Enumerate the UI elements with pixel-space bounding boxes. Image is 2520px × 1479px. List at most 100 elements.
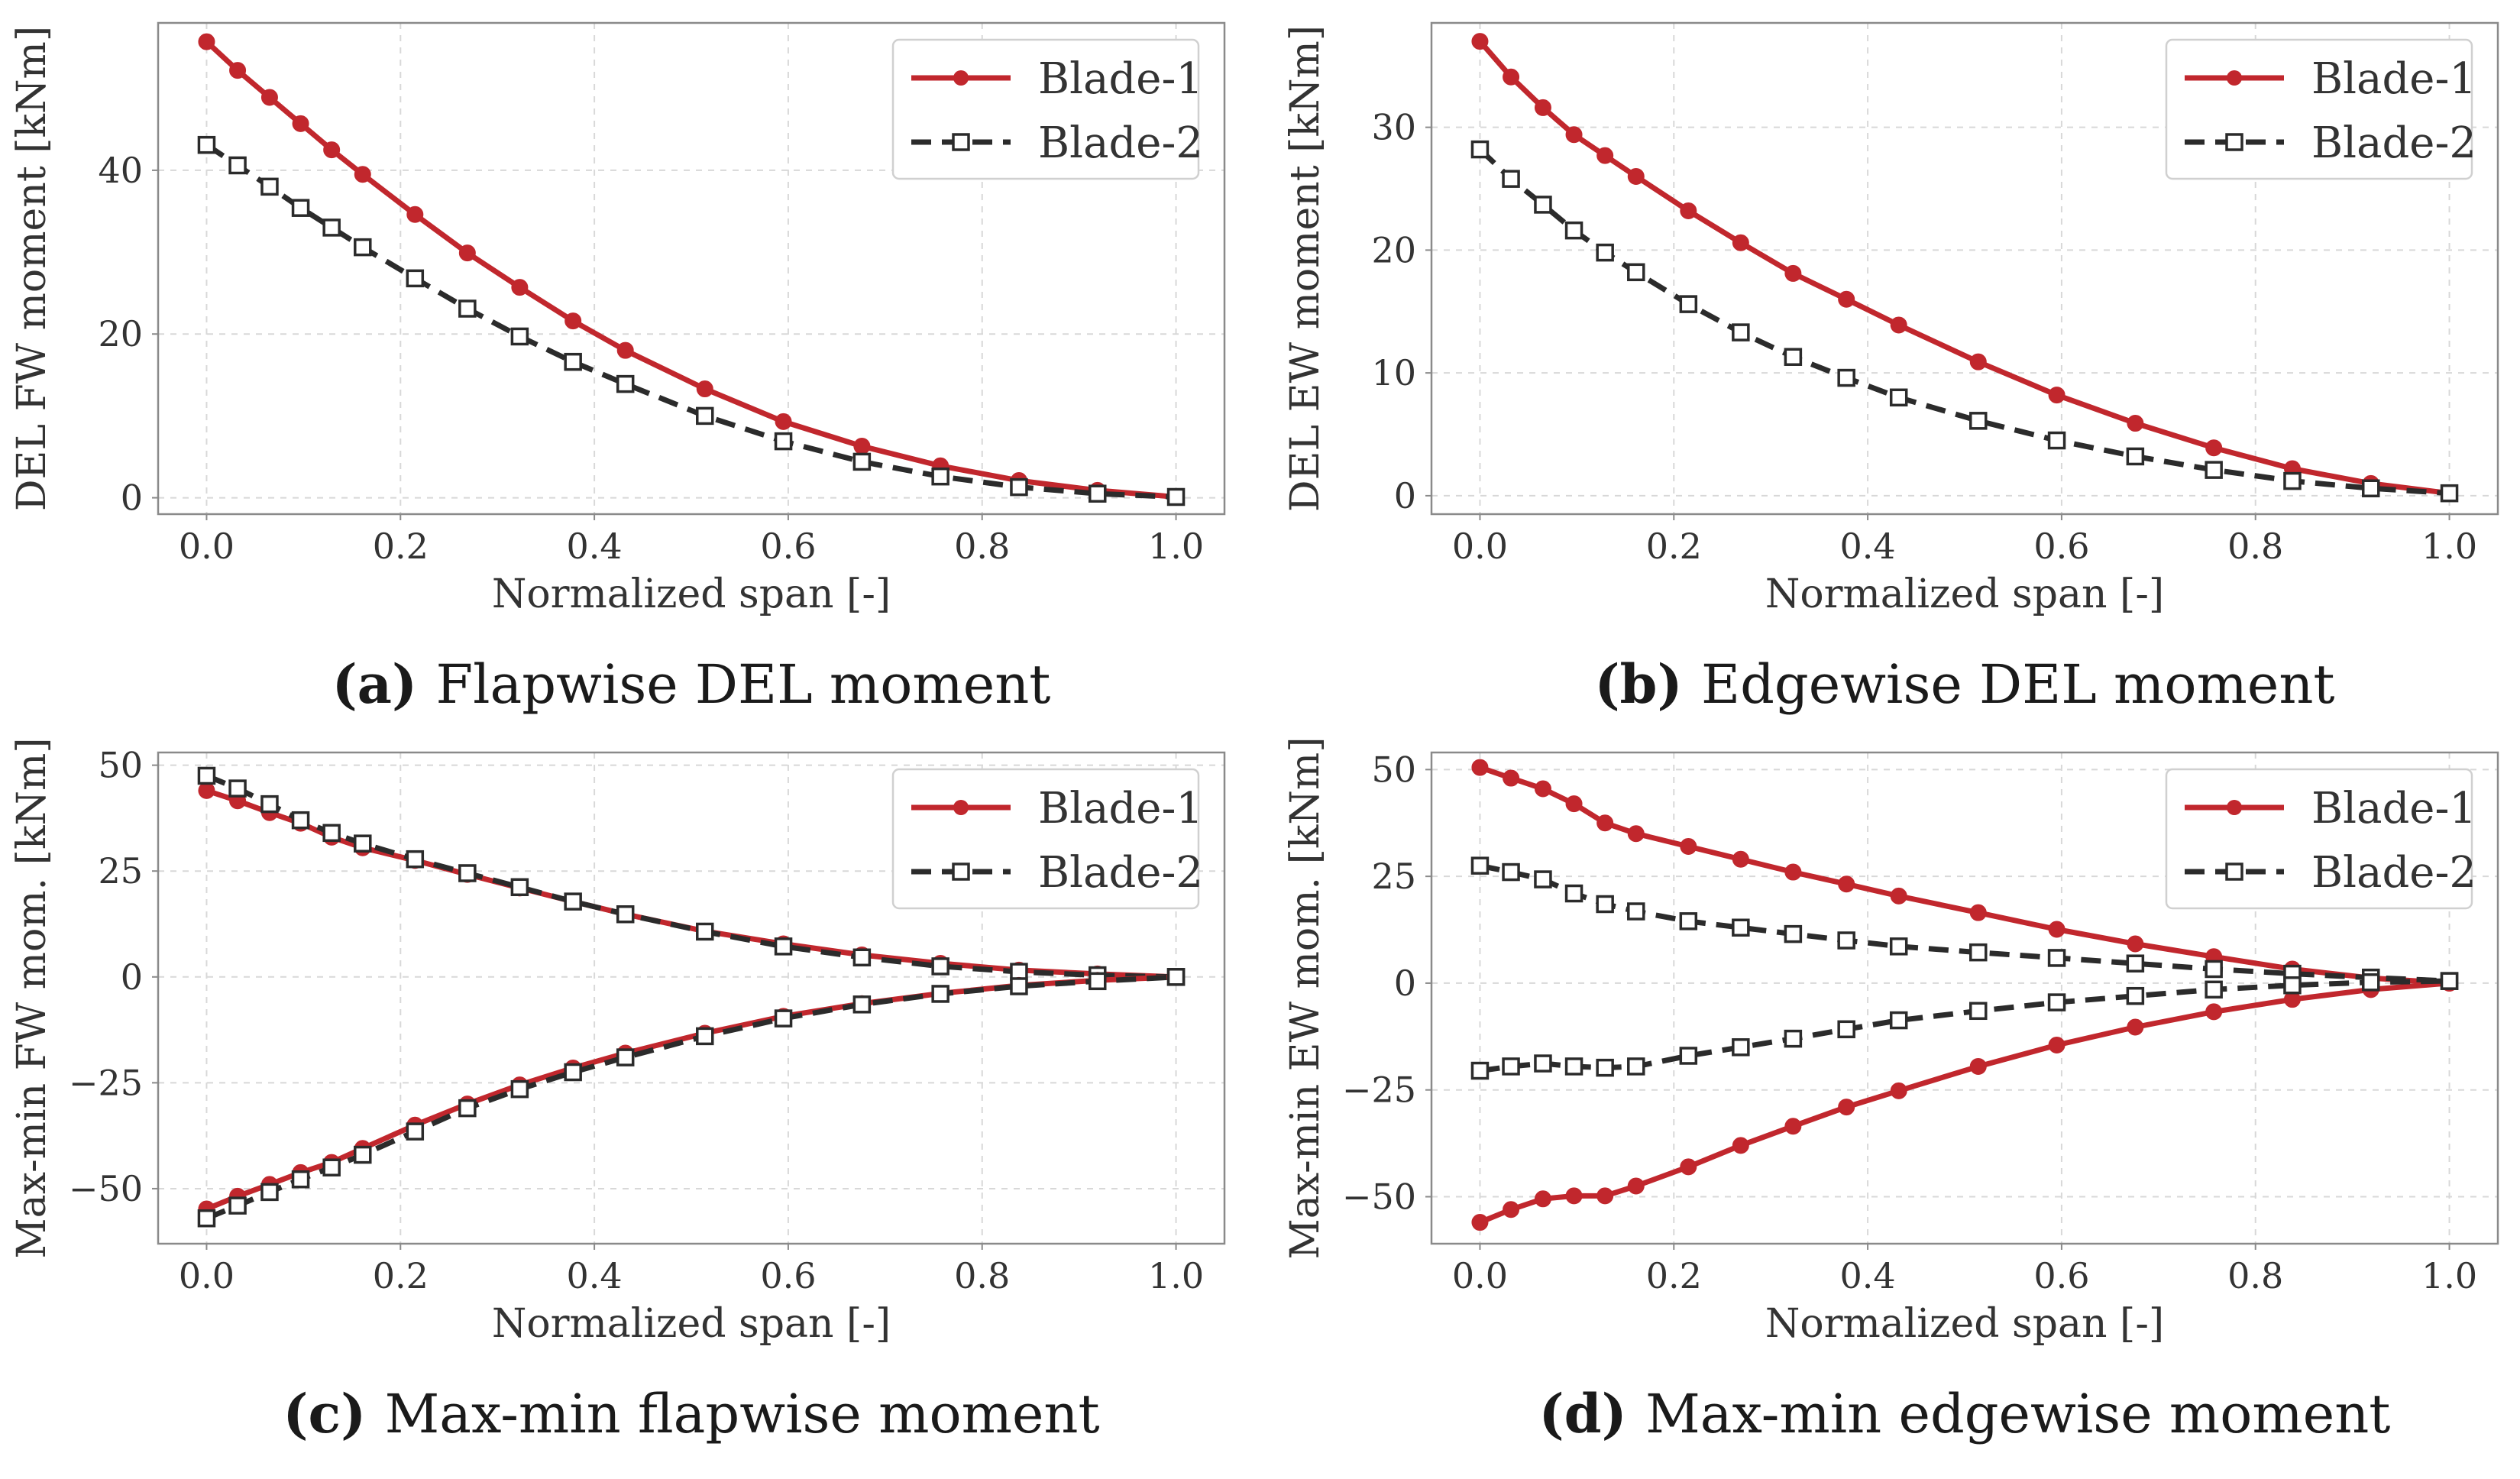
data-point-square <box>260 1183 279 1202</box>
y-axis-label: DEL EW moment [kNm] <box>1283 25 1328 512</box>
data-point-square <box>1564 221 1583 240</box>
x-tick-label: 0.6 <box>760 1255 816 1296</box>
data-point-square <box>931 467 949 486</box>
data-point-square <box>1627 1057 1645 1076</box>
data-point-circle <box>775 413 792 430</box>
legend-label-blade-2: Blade-2 <box>1038 848 1203 898</box>
series-blade-1-lower <box>198 968 1185 1218</box>
data-point-square <box>564 1063 582 1082</box>
y-tick-label: 20 <box>98 313 143 354</box>
data-point-square <box>2047 993 2066 1011</box>
data-point-circle <box>260 89 278 106</box>
legend: Blade-1 Blade-2 <box>891 768 1203 910</box>
data-point-circle <box>2127 1018 2144 1036</box>
legend-label-blade-1: Blade-1 <box>2311 54 2476 104</box>
data-point-circle <box>1565 1187 1583 1205</box>
data-point-square <box>852 452 872 471</box>
data-point-square <box>2205 960 2223 979</box>
data-point-square <box>1784 924 1803 943</box>
data-point-circle <box>2048 387 2065 404</box>
data-point-circle <box>1534 1190 1551 1208</box>
data-point-square <box>1889 937 1908 956</box>
data-point-circle <box>1732 1137 1749 1154</box>
data-point-square <box>458 299 477 318</box>
x-axis-label: Normalized span [-] <box>1765 1301 2164 1347</box>
data-point-circle <box>1534 99 1551 116</box>
data-point-circle <box>292 115 309 132</box>
plot-frame <box>157 21 1226 516</box>
data-point-square <box>1679 295 1698 313</box>
data-point-square <box>1564 1057 1583 1076</box>
plot-frame <box>157 751 1226 1245</box>
data-point-square <box>322 1158 341 1176</box>
data-point-square <box>322 218 341 237</box>
data-point-square <box>2283 471 2302 490</box>
data-point-circle <box>1890 316 1907 334</box>
data-point-square <box>291 811 310 830</box>
series-line <box>205 142 1176 500</box>
data-point-square <box>1470 856 1490 875</box>
legend-marker-square <box>952 862 970 881</box>
data-point-circle <box>1680 838 1697 856</box>
y-tick-label: 0 <box>121 477 143 519</box>
data-point-square <box>564 892 582 911</box>
data-point-square <box>354 1145 372 1164</box>
data-point-square <box>852 995 872 1014</box>
data-point-circle <box>1596 147 1614 164</box>
y-tick-label: 40 <box>98 150 143 191</box>
data-point-circle <box>853 438 871 455</box>
data-point-circle <box>1565 126 1583 144</box>
data-point-square <box>1502 1057 1520 1076</box>
data-point-circle <box>1503 68 1520 86</box>
legend: Blade-1 Blade-2 <box>891 38 1203 180</box>
data-point-circle <box>1838 875 1855 893</box>
data-point-square <box>1732 918 1750 937</box>
caption-text: Max-min edgewise moment <box>1645 1383 2390 1445</box>
series-blade-1 <box>198 33 1185 506</box>
data-point-square <box>1732 1038 1750 1057</box>
data-point-circle <box>1969 904 1987 921</box>
data-point-circle <box>1627 167 1645 185</box>
data-point-circle <box>511 279 529 296</box>
data-point-square <box>852 948 872 967</box>
legend-label-blade-1: Blade-1 <box>1038 784 1203 833</box>
data-point-square <box>1679 1047 1698 1065</box>
x-tick-label: 0.0 <box>179 526 235 567</box>
y-tick-label: −50 <box>1342 1176 1416 1217</box>
data-point-square <box>1732 323 1750 341</box>
y-tick-label: −50 <box>69 1168 143 1209</box>
x-tick-label: 0.8 <box>954 526 1010 567</box>
data-point-square <box>2440 972 2459 990</box>
data-point-square <box>1596 1058 1614 1077</box>
data-point-circle <box>1596 814 1614 832</box>
data-point-square <box>354 238 372 257</box>
series-blade-2 <box>197 135 1186 506</box>
x-tick-label: 1.0 <box>2421 526 2477 567</box>
x-axis-label: Normalized span [-] <box>492 1301 891 1347</box>
data-point-square <box>458 864 477 882</box>
legend-marker-circle <box>953 800 969 815</box>
y-tick-label: −25 <box>69 1062 143 1103</box>
caption-letter: (b) <box>1594 652 1701 716</box>
x-tick-label: 0.2 <box>373 526 429 567</box>
data-point-square <box>1470 1061 1490 1080</box>
data-point-square <box>291 199 310 217</box>
data-point-circle <box>1732 850 1749 868</box>
data-point-square <box>458 1099 477 1118</box>
caption-text: Flapwise DEL moment <box>436 653 1051 716</box>
data-point-square <box>1088 484 1107 503</box>
data-point-square <box>2205 461 2223 479</box>
data-point-square <box>774 937 793 956</box>
data-point-circle <box>2048 1037 2065 1054</box>
data-point-square <box>1784 1029 1803 1048</box>
data-point-square <box>1470 140 1490 159</box>
data-point-square <box>1837 931 1855 950</box>
data-point-square <box>1502 862 1520 882</box>
data-point-circle <box>1680 202 1697 219</box>
data-point-circle <box>1784 1118 1802 1135</box>
x-tick-label: 0.2 <box>373 1255 429 1296</box>
data-point-circle <box>1596 1187 1614 1205</box>
x-tick-label: 1.0 <box>2421 1255 2477 1296</box>
data-point-circle <box>1627 1177 1645 1195</box>
